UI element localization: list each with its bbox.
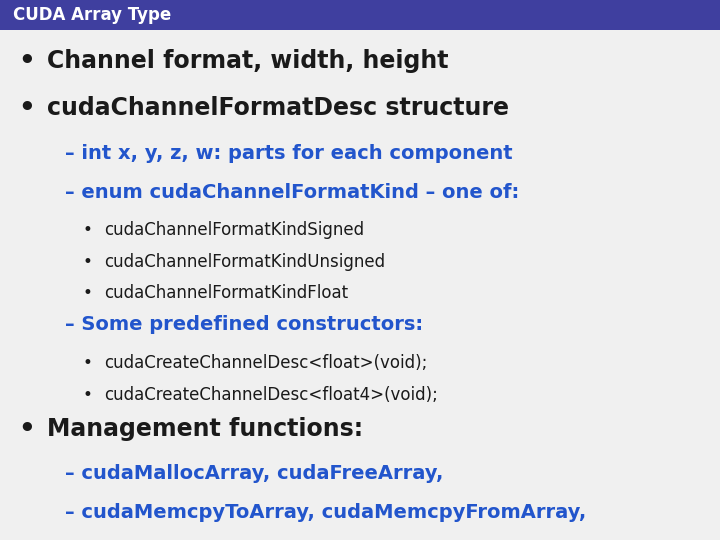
Text: Channel format, width, height: Channel format, width, height [47,49,449,72]
Text: cudaCreateChannelDesc<float>(void);: cudaCreateChannelDesc<float>(void); [104,354,428,372]
Text: •: • [83,386,93,403]
Text: •: • [18,417,35,443]
Text: •: • [18,96,35,122]
Text: cudaCreateChannelDesc<float4>(void);: cudaCreateChannelDesc<float4>(void); [104,386,438,403]
Text: – enum cudaChannelFormatKind – one of:: – enum cudaChannelFormatKind – one of: [65,183,519,201]
Text: cudaChannelFormatKindSigned: cudaChannelFormatKindSigned [104,221,364,239]
Text: •: • [83,221,93,239]
Text: – cudaMallocArray, cudaFreeArray,: – cudaMallocArray, cudaFreeArray, [65,464,444,483]
Text: – Some predefined constructors:: – Some predefined constructors: [65,315,423,334]
Text: Management functions:: Management functions: [47,417,363,441]
Text: CUDA Array Type: CUDA Array Type [13,6,171,24]
Text: •: • [83,354,93,372]
Text: •: • [83,253,93,271]
Text: •: • [18,49,35,75]
Text: – int x, y, z, w: parts for each component: – int x, y, z, w: parts for each compone… [65,144,513,163]
Text: •: • [83,284,93,302]
Text: – cudaMemcpyToArray, cudaMemcpyFromArray,: – cudaMemcpyToArray, cudaMemcpyFromArray… [65,503,586,522]
Text: cudaChannelFormatDesc structure: cudaChannelFormatDesc structure [47,96,509,120]
Text: cudaChannelFormatKindFloat: cudaChannelFormatKindFloat [104,284,348,302]
Text: cudaChannelFormatKindUnsigned: cudaChannelFormatKindUnsigned [104,253,385,271]
FancyBboxPatch shape [0,0,720,30]
